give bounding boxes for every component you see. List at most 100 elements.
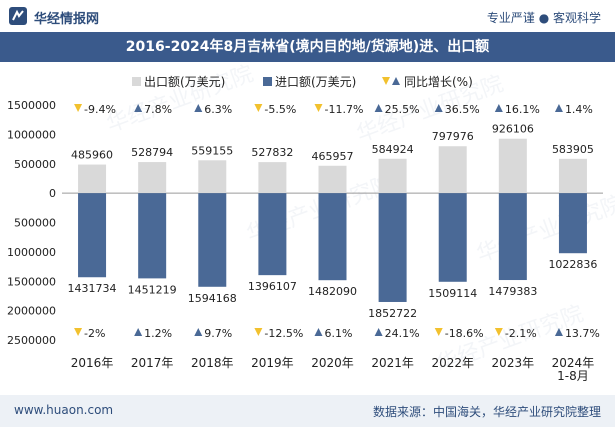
legend-export-swatch — [132, 77, 141, 86]
import-growth-label: 9.7% — [204, 327, 232, 340]
y-tick-label: 0 — [49, 187, 56, 200]
export-growth-label: 16.1% — [505, 103, 540, 116]
footer-bar: www.huaon.com 数据来源：中国海关，华经产业研究院整理 — [0, 395, 615, 427]
y-tick-label: 500000 — [14, 158, 56, 171]
import-growth-label: 6.1% — [325, 327, 353, 340]
export-bar — [498, 138, 527, 194]
import-bar — [498, 193, 527, 281]
title-bar: 2016-2024年8月吉林省(境内目的地/货源地)进、出口额 — [0, 32, 615, 62]
y-tick-label: 1500000 — [7, 99, 56, 112]
x-tick-label: 2020年 — [311, 356, 354, 370]
x-tick-label: 2018年 — [191, 356, 234, 370]
footer-source: 数据来源：中国海关，华经产业研究院整理 — [372, 405, 601, 419]
x-tick-label: 1-8月 — [557, 369, 589, 383]
export-value-label: 559155 — [191, 144, 233, 157]
y-tick-label: 1500000 — [7, 275, 56, 288]
export-bar — [198, 160, 227, 194]
tagline: 专业严谨 ● 客观科学 — [486, 11, 601, 25]
import-bar — [78, 193, 107, 278]
x-tick-label: 2022年 — [431, 356, 474, 370]
x-tick-label: 2019年 — [251, 356, 294, 370]
export-growth-label: 6.3% — [204, 103, 232, 116]
chart-area: 华经产业研究院华经产业研究院华经产业研究院华经产业研究院华经产业研究院 出口额(… — [7, 62, 615, 383]
watermark-text: 华经产业研究院 — [474, 191, 615, 267]
legend-down-triangle-icon — [382, 77, 390, 85]
import-growth-label: -2.1% — [505, 327, 537, 340]
import-bar — [318, 193, 347, 281]
import-up-triangle-icon — [134, 328, 143, 336]
export-bar — [318, 165, 347, 194]
import-bar — [558, 193, 587, 254]
import-bar — [378, 193, 407, 302]
y-tick-label: 1000000 — [7, 246, 56, 259]
export-value-label: 926106 — [492, 123, 534, 136]
import-value-label: 1451219 — [128, 283, 177, 296]
export-up-triangle-icon — [134, 104, 143, 112]
legend-up-triangle-icon — [392, 77, 400, 85]
import-growth-label: 24.1% — [385, 327, 420, 340]
y-tick-label: 1000000 — [7, 128, 56, 141]
export-up-triangle-icon — [194, 104, 203, 112]
export-growth-label: 1.4% — [565, 103, 593, 116]
x-tick-label: 2024年 — [552, 356, 595, 370]
import-growth-label: -12.5% — [264, 327, 303, 340]
export-growth-label: 7.8% — [144, 103, 172, 116]
x-tick-label: 2023年 — [492, 356, 535, 370]
import-value-label: 1022836 — [548, 258, 597, 271]
y-tick-label: 2500000 — [7, 334, 56, 347]
header-bar: 华经情报网 专业严谨 ● 客观科学 — [0, 0, 615, 32]
import-up-triangle-icon — [554, 328, 563, 336]
huajing-logo-icon — [9, 7, 27, 25]
watermark-text: 华经产业研究院 — [104, 62, 257, 138]
import-bar — [438, 193, 467, 282]
export-value-label: 797976 — [432, 130, 474, 143]
export-bar — [558, 158, 587, 194]
export-up-triangle-icon — [434, 104, 443, 112]
export-growth-label: -11.7% — [325, 103, 364, 116]
import-growth-label: 13.7% — [565, 327, 600, 340]
export-growth-label: -5.5% — [264, 103, 296, 116]
import-down-triangle-icon — [74, 328, 83, 336]
export-growth-label: 36.5% — [445, 103, 480, 116]
import-value-label: 1509114 — [428, 287, 477, 300]
export-value-label: 485960 — [71, 149, 113, 162]
import-growth-label: 1.2% — [144, 327, 172, 340]
site-name: 华经情报网 — [34, 12, 100, 27]
export-up-triangle-icon — [554, 104, 563, 112]
x-tick-label: 2016年 — [71, 356, 114, 370]
import-down-triangle-icon — [494, 328, 503, 336]
footer-url: www.huaon.com — [14, 403, 114, 417]
import-value-label: 1482090 — [308, 285, 357, 298]
import-value-label: 1431734 — [68, 282, 117, 295]
export-bar — [78, 164, 107, 194]
export-value-label: 527832 — [251, 146, 293, 159]
import-bar — [258, 193, 287, 276]
import-value-label: 1396107 — [248, 280, 297, 293]
export-up-triangle-icon — [494, 104, 503, 112]
export-growth-label: 25.5% — [385, 103, 420, 116]
export-up-triangle-icon — [374, 104, 383, 112]
export-growth-label: -9.4% — [84, 103, 116, 116]
import-growth-label: -2% — [84, 327, 105, 340]
export-bar — [138, 162, 167, 194]
export-bar — [378, 158, 407, 194]
export-bar — [258, 162, 287, 194]
export-down-triangle-icon — [74, 104, 83, 112]
import-bar — [198, 193, 227, 287]
legend-import-label: 进口额(万美元) — [275, 75, 356, 89]
export-down-triangle-icon — [314, 104, 323, 112]
import-value-label: 1479383 — [488, 285, 537, 298]
export-bar — [438, 146, 467, 194]
legend-export-label: 出口额(万美元) — [144, 75, 225, 89]
y-tick-label: 500000 — [14, 217, 56, 230]
import-up-triangle-icon — [374, 328, 383, 336]
y-tick-label: 2000000 — [7, 305, 56, 318]
chart-title: 2016-2024年8月吉林省(境内目的地/货源地)进、出口额 — [125, 39, 490, 55]
legend-import-swatch — [263, 77, 272, 86]
x-tick-label: 2021年 — [371, 356, 414, 370]
import-growth-label: -18.6% — [445, 327, 484, 340]
import-value-label: 1594168 — [188, 292, 237, 305]
import-up-triangle-icon — [194, 328, 203, 336]
x-tick-label: 2017年 — [131, 356, 174, 370]
import-down-triangle-icon — [254, 328, 263, 336]
